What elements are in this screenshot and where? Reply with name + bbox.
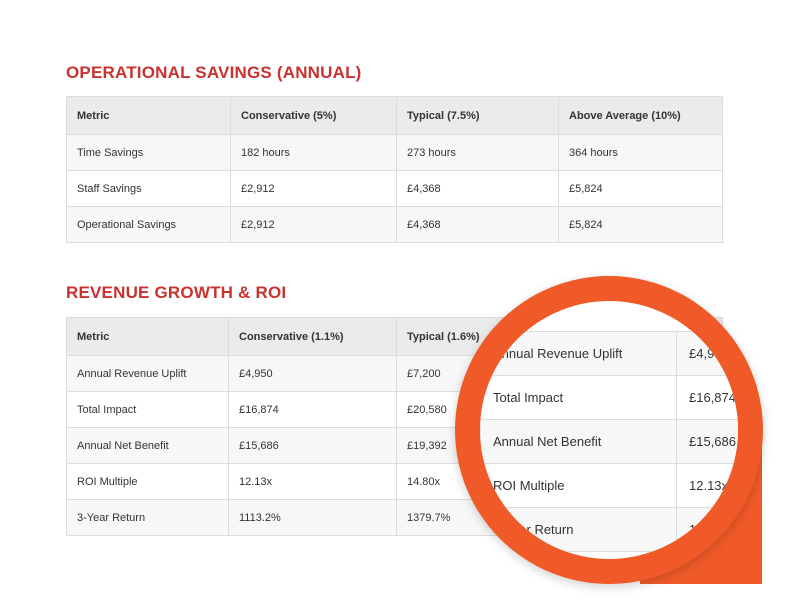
table-row: Annual Net Benefit £15,686 — [480, 419, 738, 464]
table-cell: £2,912 — [230, 206, 397, 243]
revenue-growth-title: REVENUE GROWTH & ROI — [66, 283, 287, 302]
table-cell: 12.13x — [228, 463, 397, 500]
table-cell: 3-Year Return — [66, 499, 229, 536]
table-cell: £16,874 — [676, 375, 738, 420]
table-cell: £15,686 — [676, 419, 738, 464]
table-row: Staff Savings £2,912 £4,368 £5,824 — [66, 170, 723, 207]
column-header: Conservative (5%) — [230, 96, 397, 135]
column-header: Conservative (1.1%) — [228, 317, 397, 356]
operational-savings-title: OPERATIONAL SAVINGS (ANNUAL) — [66, 63, 362, 82]
table-cell: £5,824 — [558, 170, 723, 207]
table-cell: Staff Savings — [66, 170, 231, 207]
table-cell: £4,368 — [396, 170, 559, 207]
table-cell: Annual Net Benefit — [66, 427, 229, 464]
operational-savings-table: Metric Conservative (5%) Typical (7.5%) … — [66, 96, 723, 243]
table-cell: £2,912 — [230, 170, 397, 207]
table-cell: Total Impact — [66, 391, 229, 428]
magnifier-lens: Annual Revenue Uplift £4,950 Total Impac… — [480, 301, 738, 559]
table-cell: 182 hours — [230, 134, 397, 171]
table-cell: 12.13x — [676, 463, 738, 508]
table-row: Annual Revenue Uplift £4,950 — [480, 331, 738, 376]
table-cell: £4,950 — [676, 331, 738, 376]
table-cell: Operational Savings — [66, 206, 231, 243]
table-cell: 273 hours — [396, 134, 559, 171]
table-cell: 1113.2% — [676, 507, 738, 552]
table-cell: Time Savings — [66, 134, 231, 171]
table-row: Operational Savings £2,912 £4,368 £5,824 — [66, 206, 723, 243]
table-cell: 3-Year Return — [480, 507, 677, 552]
table-row: Time Savings 182 hours 273 hours 364 hou… — [66, 134, 723, 171]
table-cell: Total Impact — [480, 375, 677, 420]
table-cell: Annual Net Benefit — [480, 419, 677, 464]
column-header: Typical (7.5%) — [396, 96, 559, 135]
table-header-row: Metric Conservative (5%) Typical (7.5%) … — [66, 96, 723, 135]
column-header: Metric — [66, 96, 231, 135]
table-cell: Annual Revenue Uplift — [66, 355, 229, 392]
table-cell: ROI Multiple — [66, 463, 229, 500]
magnified-table: Annual Revenue Uplift £4,950 Total Impac… — [480, 331, 738, 552]
table-cell: 1113.2% — [228, 499, 397, 536]
table-row: 3-Year Return 1113.2% — [480, 507, 738, 552]
table-cell: £5,824 — [558, 206, 723, 243]
column-header: Metric — [66, 317, 229, 356]
table-cell: 364 hours — [558, 134, 723, 171]
table-cell: £4,950 — [228, 355, 397, 392]
column-header: Above Average (10%) — [558, 96, 723, 135]
table-cell: £16,874 — [228, 391, 397, 428]
table-cell: £4,368 — [396, 206, 559, 243]
table-row: ROI Multiple 12.13x — [480, 463, 738, 508]
table-cell: £15,686 — [228, 427, 397, 464]
table-cell: Annual Revenue Uplift — [480, 331, 677, 376]
table-row: Total Impact £16,874 — [480, 375, 738, 420]
table-cell: ROI Multiple — [480, 463, 677, 508]
